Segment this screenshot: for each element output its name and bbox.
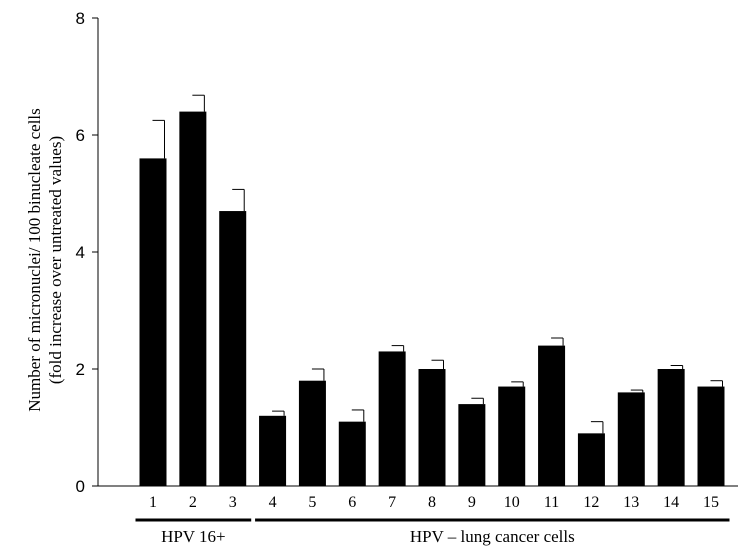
x-tick-label: 15 — [703, 494, 719, 511]
y-tick-label: 2 — [76, 360, 85, 379]
bar — [538, 345, 566, 486]
bar — [697, 386, 725, 486]
group-label: HPV 16+ — [161, 527, 226, 546]
bar — [498, 386, 526, 486]
bar — [378, 351, 406, 486]
x-tick-label: 11 — [544, 494, 559, 511]
bar — [657, 369, 685, 486]
group-label: HPV – lung cancer cells — [410, 527, 575, 546]
y-axis-title-line-1: Number of micronuclei/ 100 binucleate ce… — [25, 108, 44, 412]
bar — [577, 433, 605, 486]
x-tick-label: 2 — [189, 494, 197, 511]
bar — [139, 158, 167, 486]
x-tick-label: 1 — [149, 494, 157, 511]
x-tick-label: 6 — [348, 494, 356, 511]
bar — [259, 415, 287, 486]
x-tick-label: 13 — [623, 494, 639, 511]
bar — [179, 111, 207, 486]
y-tick-label: 8 — [76, 9, 85, 28]
x-tick-label: 4 — [269, 494, 277, 511]
x-tick-label: 3 — [229, 494, 237, 511]
x-tick-label: 9 — [468, 494, 476, 511]
bar — [617, 392, 645, 486]
x-tick-label: 8 — [428, 494, 436, 511]
x-tick-label: 12 — [583, 494, 599, 511]
y-tick-label: 4 — [76, 243, 85, 262]
y-tick-label: 6 — [76, 126, 85, 145]
x-tick-label: 10 — [504, 494, 520, 511]
x-tick-label: 7 — [388, 494, 396, 511]
bar — [338, 421, 366, 486]
bar — [458, 404, 486, 486]
bar — [219, 211, 247, 487]
x-tick-label: 5 — [308, 494, 316, 511]
y-axis-title-line-2: (fold increase over untreated values) — [46, 136, 65, 384]
bar — [418, 369, 446, 486]
y-tick-label: 0 — [76, 477, 85, 496]
bar — [298, 380, 326, 486]
x-tick-label: 14 — [663, 494, 679, 511]
